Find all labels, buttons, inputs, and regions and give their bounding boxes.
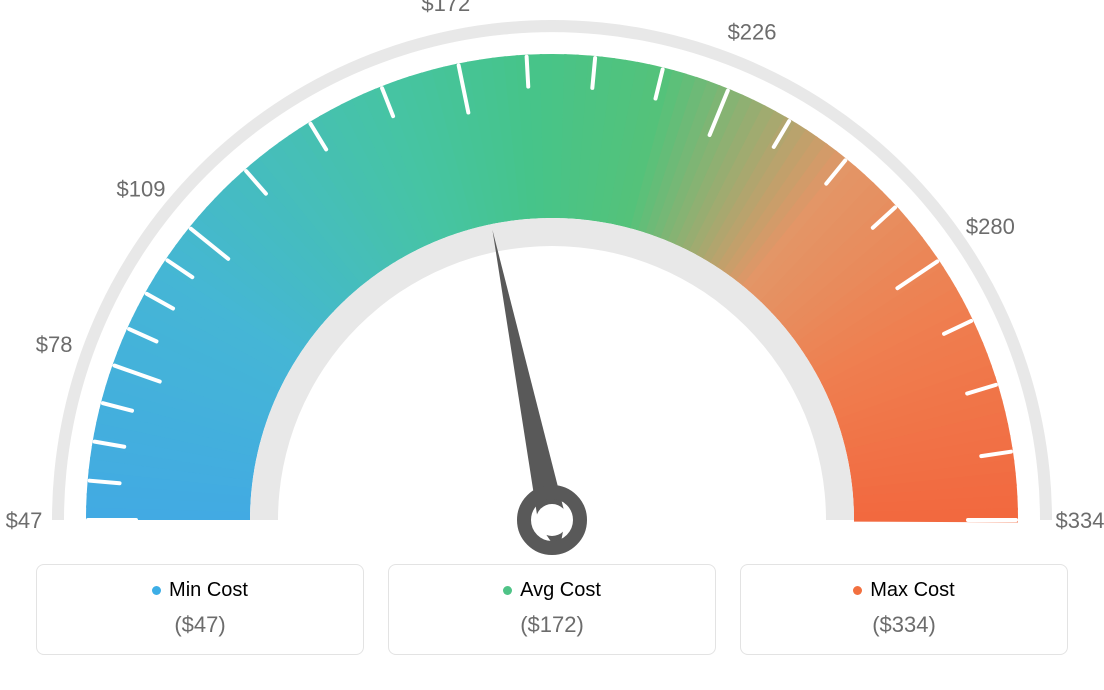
gauge-tick-label: $109 <box>117 177 166 202</box>
legend-card-avg: Avg Cost ($172) <box>388 564 716 655</box>
legend-value-min: ($47) <box>47 612 353 638</box>
gauge-hub-inner <box>536 504 568 536</box>
legend-dot-max <box>853 586 862 595</box>
gauge-tick-label: $334 <box>1056 508 1104 533</box>
gauge-tick-label: $78 <box>36 332 73 357</box>
legend-title-max: Max Cost <box>853 579 954 602</box>
legend-value-max: ($334) <box>751 612 1057 638</box>
cost-gauge: $47 $78 $109 $172 $226 $280 $334 <box>0 0 1104 560</box>
gauge-tick-label: $172 <box>421 0 470 16</box>
gauge-tick-label: $47 <box>6 508 43 533</box>
legend-title-min: Min Cost <box>152 579 248 602</box>
legend-row: Min Cost ($47) Avg Cost ($172) Max Cost … <box>0 564 1104 655</box>
gauge-svg: $47 $78 $109 $172 $226 $280 $334 <box>0 0 1104 560</box>
gauge-tick-label: $226 <box>728 19 777 44</box>
legend-label-avg: Avg Cost <box>520 579 601 602</box>
legend-dot-avg <box>503 586 512 595</box>
legend-card-max: Max Cost ($334) <box>740 564 1068 655</box>
legend-label-max: Max Cost <box>870 579 954 602</box>
gauge-color-arc <box>86 54 1018 522</box>
legend-value-avg: ($172) <box>399 612 705 638</box>
legend-dot-min <box>152 586 161 595</box>
legend-label-min: Min Cost <box>169 579 248 602</box>
gauge-tick-label: $280 <box>966 214 1015 239</box>
legend-card-min: Min Cost ($47) <box>36 564 364 655</box>
legend-title-avg: Avg Cost <box>503 579 601 602</box>
